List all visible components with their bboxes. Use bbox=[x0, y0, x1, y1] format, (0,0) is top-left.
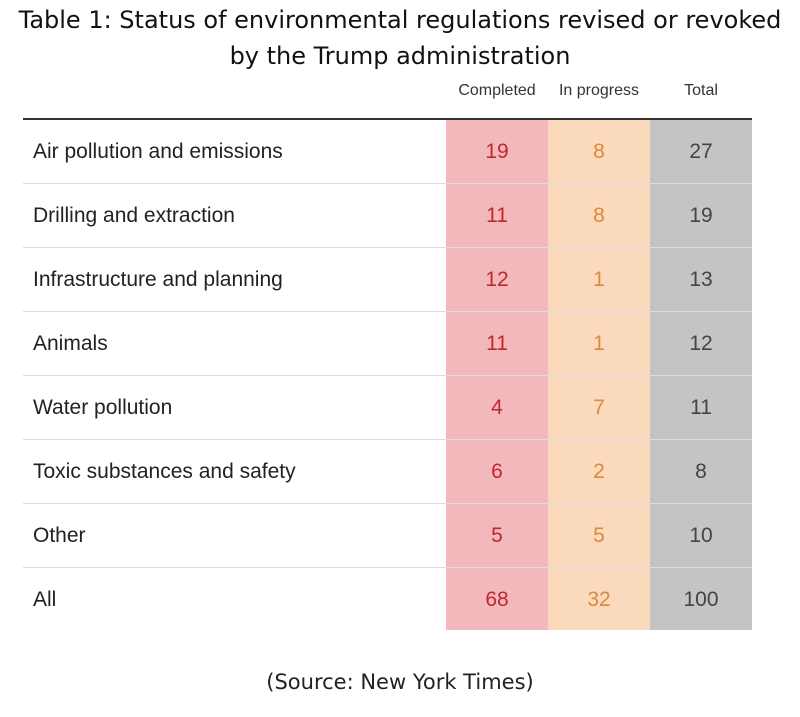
row-label: Air pollution and emissions bbox=[33, 140, 283, 163]
row-label: Infrastructure and planning bbox=[33, 268, 283, 291]
completed-cell: 11 bbox=[486, 332, 508, 355]
table-row: Other 5 5 10 bbox=[23, 504, 752, 568]
completed-cell: 4 bbox=[491, 396, 503, 419]
title-line-1: Table 1: Status of environmental regulat… bbox=[18, 6, 782, 34]
in-progress-cell: 7 bbox=[593, 396, 605, 419]
table-row: Water pollution 4 7 11 bbox=[23, 376, 752, 440]
total-cell: 19 bbox=[689, 204, 713, 227]
total-cell: 8 bbox=[695, 460, 707, 483]
in-progress-cell: 1 bbox=[593, 268, 605, 291]
row-divider bbox=[23, 567, 752, 568]
table-row: Animals 11 1 12 bbox=[23, 312, 752, 376]
chart-title: Table 1: Status of environmental regulat… bbox=[0, 2, 800, 74]
completed-cell: 5 bbox=[491, 524, 503, 547]
column-header-in-progress: In progress bbox=[558, 82, 640, 99]
table-row: Infrastructure and planning 12 1 13 bbox=[23, 248, 752, 312]
row-divider bbox=[23, 311, 752, 312]
row-label: Animals bbox=[33, 332, 108, 355]
completed-cell: 12 bbox=[485, 268, 509, 291]
completed-cell: 19 bbox=[485, 140, 509, 163]
table-row: Drilling and extraction 11 8 19 bbox=[23, 184, 752, 248]
total-cell: 27 bbox=[689, 140, 713, 163]
in-progress-cell: 8 bbox=[593, 204, 605, 227]
in-progress-cell: 32 bbox=[587, 588, 611, 611]
completed-cell: 68 bbox=[485, 588, 509, 611]
table-top-rule bbox=[23, 118, 752, 120]
total-cell: 11 bbox=[690, 396, 712, 419]
total-cell: 13 bbox=[689, 268, 713, 291]
row-divider bbox=[23, 247, 752, 248]
row-label: Water pollution bbox=[33, 396, 173, 419]
in-progress-cell: 8 bbox=[593, 140, 605, 163]
total-cell: 100 bbox=[683, 588, 719, 611]
row-label: Toxic substances and safety bbox=[33, 460, 296, 483]
in-progress-cell: 2 bbox=[593, 460, 605, 483]
row-divider bbox=[23, 375, 752, 376]
title-line-2: by the Trump administration bbox=[229, 42, 571, 70]
table-row: Toxic substances and safety 6 2 8 bbox=[23, 440, 752, 504]
row-divider bbox=[23, 183, 752, 184]
row-label: Other bbox=[33, 524, 86, 547]
column-header-completed: Completed bbox=[458, 82, 536, 99]
table-row: Air pollution and emissions 19 8 27 bbox=[23, 120, 752, 184]
total-cell: 12 bbox=[689, 332, 713, 355]
row-divider bbox=[23, 503, 752, 504]
row-label: All bbox=[33, 588, 57, 611]
row-label: Drilling and extraction bbox=[33, 204, 235, 227]
completed-cell: 6 bbox=[491, 460, 503, 483]
in-progress-cell: 5 bbox=[593, 524, 605, 547]
in-progress-cell: 1 bbox=[593, 332, 605, 355]
total-cell: 10 bbox=[689, 524, 713, 547]
column-header-total: Total bbox=[684, 82, 718, 99]
completed-cell: 11 bbox=[486, 204, 508, 227]
regulations-table: Air pollution and emissions 19 8 27 Drilling… bbox=[23, 118, 752, 630]
row-divider bbox=[23, 439, 752, 440]
source-note: (Source: New York Times) bbox=[266, 670, 534, 694]
table-row: All 68 32 100 bbox=[23, 568, 752, 632]
